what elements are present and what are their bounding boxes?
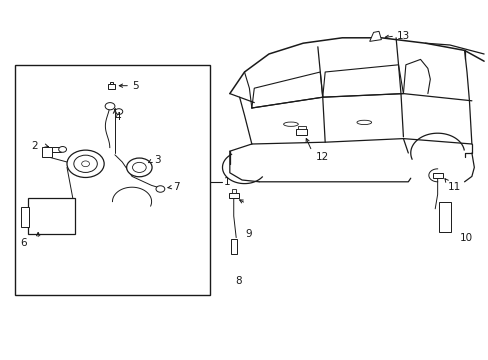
Text: 9: 9 — [245, 229, 252, 239]
Circle shape — [105, 103, 115, 110]
Circle shape — [156, 186, 164, 192]
Bar — [298, 126, 305, 129]
Text: 6: 6 — [20, 238, 27, 248]
Bar — [110, 82, 113, 84]
Bar — [231, 239, 237, 254]
Text: 10: 10 — [459, 233, 472, 243]
Text: 1: 1 — [224, 177, 230, 187]
Circle shape — [74, 155, 97, 172]
Bar — [15, 65, 210, 295]
Ellipse shape — [356, 120, 371, 125]
Text: 12: 12 — [315, 152, 328, 162]
Text: 7: 7 — [172, 182, 179, 192]
Text: 3: 3 — [154, 155, 161, 165]
Polygon shape — [369, 31, 381, 41]
Circle shape — [59, 147, 66, 152]
Bar — [21, 207, 29, 227]
Text: 8: 8 — [234, 276, 241, 286]
Bar — [228, 193, 238, 198]
Bar — [52, 147, 61, 152]
Text: 13: 13 — [396, 31, 409, 41]
Bar — [28, 198, 75, 234]
Circle shape — [126, 158, 152, 177]
Ellipse shape — [283, 122, 298, 126]
Text: 11: 11 — [447, 182, 460, 192]
Bar — [296, 129, 306, 135]
Circle shape — [132, 162, 146, 172]
Circle shape — [81, 161, 89, 167]
Bar — [432, 173, 442, 178]
Bar — [231, 189, 235, 193]
Bar — [107, 84, 115, 89]
Bar — [41, 147, 52, 157]
Circle shape — [67, 150, 104, 177]
Bar — [438, 202, 450, 232]
Circle shape — [115, 109, 122, 114]
Text: 2: 2 — [31, 141, 38, 151]
Text: 4: 4 — [114, 112, 121, 122]
Text: 5: 5 — [132, 81, 139, 91]
